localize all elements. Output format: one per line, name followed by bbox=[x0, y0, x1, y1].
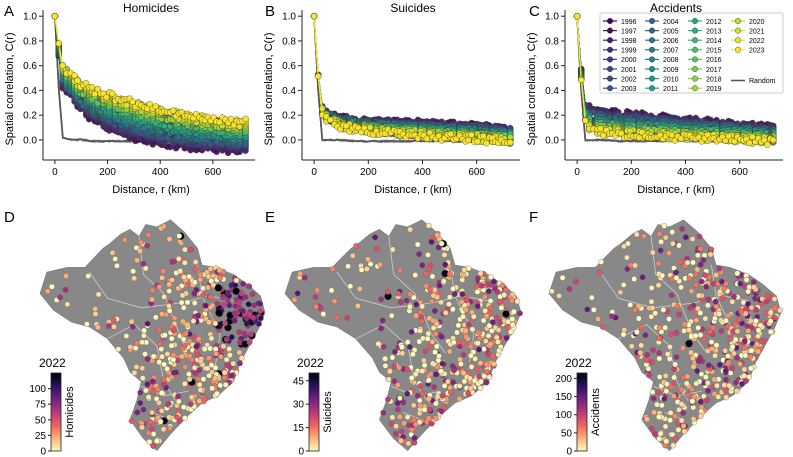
series-point bbox=[164, 134, 171, 142]
x-tick-label: 400 bbox=[414, 167, 431, 178]
series-point bbox=[483, 139, 490, 147]
x-tick-label: 600 bbox=[731, 167, 748, 178]
y-tick-label: 0.6 bbox=[23, 61, 37, 72]
series-point bbox=[315, 72, 322, 80]
panel-letter-d: D bbox=[4, 209, 15, 226]
x-axis-label: Distance, r (km) bbox=[112, 184, 190, 196]
y-axis-label: Spatial correlation, C(r) bbox=[4, 32, 16, 145]
x-tick-label: 400 bbox=[152, 167, 169, 178]
y-axis-label: Spatial correlation, C(r) bbox=[263, 32, 275, 145]
series-point bbox=[468, 131, 475, 139]
y-tick-label: 1.0 bbox=[545, 12, 559, 23]
x-axis-label: Distance, r (km) bbox=[637, 184, 715, 196]
series-point bbox=[327, 116, 334, 124]
y-tick-label: 0.2 bbox=[23, 111, 37, 122]
series-point bbox=[227, 115, 235, 123]
series-point bbox=[55, 40, 62, 47]
series-point bbox=[465, 136, 472, 144]
series-point bbox=[59, 62, 66, 69]
series-point bbox=[367, 124, 374, 131]
x-tick-label: 200 bbox=[99, 167, 116, 178]
y-tick-label: 0.2 bbox=[545, 111, 559, 122]
series-point bbox=[480, 132, 487, 140]
x-tick-label: 0 bbox=[311, 167, 317, 178]
y-tick-label: 0.6 bbox=[545, 61, 559, 72]
x-tick-label: 0 bbox=[574, 167, 580, 178]
series-point bbox=[88, 84, 96, 91]
panel-letter-c: C bbox=[529, 3, 540, 20]
y-tick-label: 0.8 bbox=[545, 36, 559, 47]
series-point bbox=[310, 13, 318, 20]
y-tick-label: 0.0 bbox=[23, 135, 37, 146]
chart-title: Homicides bbox=[123, 1, 179, 15]
x-tick-label: 200 bbox=[360, 167, 377, 178]
panel-letter-f: F bbox=[529, 209, 538, 226]
y-tick-label: 0.4 bbox=[282, 86, 296, 97]
chart-homicides: Homicides 0.0 0.2 0.4 0.6 0.8 1.0 0 200 400 600 Dis… bbox=[4, 1, 255, 196]
series-point bbox=[507, 139, 514, 146]
series-point bbox=[242, 115, 249, 123]
series-point bbox=[51, 13, 59, 20]
series-point bbox=[343, 122, 350, 130]
chart-title: Suicides bbox=[390, 1, 435, 15]
x-tick-label: 600 bbox=[205, 167, 222, 178]
y-tick-label: 0.6 bbox=[282, 61, 296, 72]
x-tick-label: 600 bbox=[468, 167, 485, 178]
series-point bbox=[447, 130, 454, 138]
y-tick-label: 0.4 bbox=[23, 86, 37, 97]
x-tick-label: 0 bbox=[52, 167, 58, 178]
panel-letter-e: E bbox=[265, 209, 275, 226]
series-point bbox=[169, 107, 177, 114]
y-tick-label: 1.0 bbox=[282, 12, 296, 23]
series-2022 bbox=[51, 13, 249, 131]
series-point bbox=[74, 77, 81, 84]
x-axis-label: Distance, r (km) bbox=[374, 184, 452, 196]
y-tick-label: 0.2 bbox=[282, 111, 296, 122]
y-tick-label: 0.0 bbox=[545, 135, 559, 146]
x-tick-label: 400 bbox=[677, 167, 694, 178]
chart-suicides: Suicides 0.0 0.2 0.4 0.6 0.8 1.0 0 200 400 600 Dist… bbox=[263, 1, 520, 196]
y-tick-label: 0.0 bbox=[282, 135, 296, 146]
panel-letter-a: A bbox=[4, 3, 14, 20]
panel-letter-b: B bbox=[265, 3, 275, 20]
y-tick-label: 0.8 bbox=[282, 36, 296, 47]
y-axis-label: Spatial correlation, C(r) bbox=[526, 32, 538, 145]
series-point bbox=[109, 90, 116, 97]
y-tick-label: 1.0 bbox=[23, 12, 37, 23]
y-tick-label: 0.4 bbox=[545, 86, 559, 97]
x-tick-label: 200 bbox=[623, 167, 640, 178]
y-tick-label: 0.8 bbox=[23, 36, 37, 47]
series-point bbox=[423, 135, 430, 143]
